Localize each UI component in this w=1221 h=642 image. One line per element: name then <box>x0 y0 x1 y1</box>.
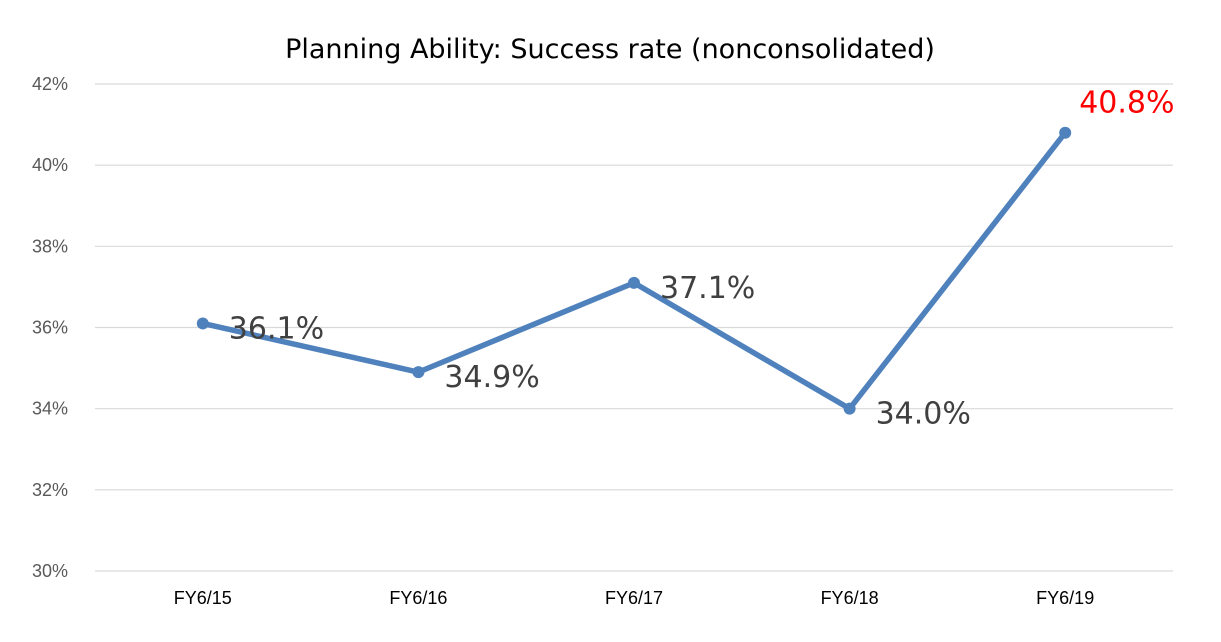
data-label: 34.9% <box>444 360 539 395</box>
data-point <box>1059 126 1072 139</box>
x-tick-label: FY6/19 <box>1036 588 1094 608</box>
data-labels: 36.1% 34.9% 37.1% 34.0% 40.8% <box>229 86 1175 432</box>
data-point <box>196 317 209 330</box>
gridlines <box>95 83 1173 572</box>
y-tick-label: 40% <box>32 155 68 175</box>
x-tick-label: FY6/16 <box>389 588 447 608</box>
data-point <box>628 276 640 289</box>
x-tick-label: FY6/18 <box>821 588 879 608</box>
data-label: 34.0% <box>876 397 971 432</box>
y-tick-label: 32% <box>32 480 68 500</box>
y-tick-label: 36% <box>32 318 68 338</box>
data-label-highlight: 40.8% <box>1079 86 1174 121</box>
y-tick-label: 38% <box>32 236 68 256</box>
x-tick-label: FY6/15 <box>174 588 232 608</box>
y-axis-ticks: 30% 32% 34% 36% 38% 40% 42% <box>32 74 68 581</box>
chart-title: Planning Ability: Success rate (nonconso… <box>285 34 935 65</box>
y-tick-label: 34% <box>32 399 68 419</box>
series-line-group <box>196 126 1072 415</box>
data-label: 37.1% <box>660 271 755 306</box>
x-tick-label: FY6/17 <box>605 588 663 608</box>
y-tick-label: 30% <box>32 561 68 581</box>
y-tick-label: 42% <box>32 74 68 94</box>
x-axis-ticks: FY6/15 FY6/16 FY6/17 FY6/18 FY6/19 <box>174 588 1094 608</box>
series-line <box>200 129 1068 412</box>
data-point <box>843 402 856 415</box>
data-point <box>412 366 425 379</box>
data-label: 36.1% <box>229 311 324 346</box>
